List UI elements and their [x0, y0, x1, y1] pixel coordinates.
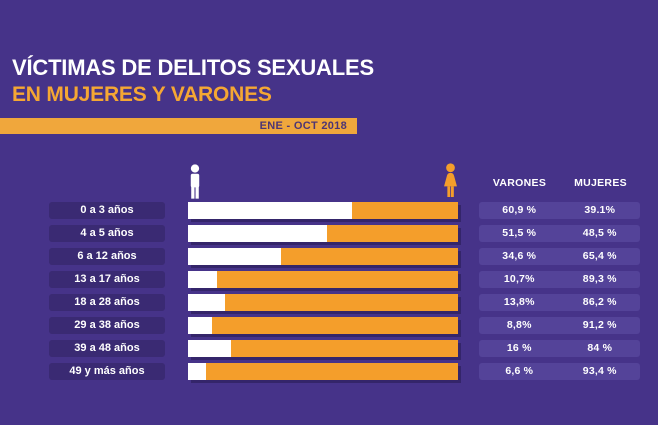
bar-segment-varones [188, 271, 217, 288]
period-banner: ENE - OCT 2018 [0, 118, 357, 134]
bar-segment-mujeres [216, 271, 458, 288]
value-pill: 6,6 % 93,4 % [479, 363, 640, 380]
varones-value: 16 % [506, 342, 532, 354]
chart-row: 39 a 48 años 16 % 84 % [0, 340, 658, 357]
chart-row: 18 a 28 años 13,8% 86,2 % [0, 294, 658, 311]
value-pill: 34,6 % 65,4 % [479, 248, 640, 265]
stacked-bar [188, 317, 458, 334]
male-figure-icon [186, 163, 204, 206]
page-title: VÍCTIMAS DE DELITOS SEXUALES [12, 55, 374, 80]
mujeres-value: 91,2 % [582, 319, 617, 331]
mujeres-value: 86,2 % [582, 296, 617, 308]
chart-row: 13 a 17 años 10,7% 89,3 % [0, 271, 658, 288]
stacked-bar [188, 271, 458, 288]
varones-value: 13,8% [503, 296, 535, 308]
stacked-bar [188, 363, 458, 380]
stacked-bar [188, 225, 458, 242]
column-header-varones: VARONES [492, 177, 547, 189]
chart-row: 4 a 5 años 51,5 % 48,5 % [0, 225, 658, 242]
varones-value: 10,7% [503, 273, 535, 285]
bar-segment-mujeres [205, 363, 458, 380]
stacked-bar [188, 294, 458, 311]
mujeres-value: 84 % [587, 342, 613, 354]
mujeres-value: 93,4 % [582, 365, 617, 377]
bar-segment-varones [188, 225, 328, 242]
varones-value: 60,9 % [502, 204, 537, 216]
mujeres-value: 89,3 % [582, 273, 617, 285]
value-pill: 16 % 84 % [479, 340, 640, 357]
chart-row: 0 a 3 años 60,9 % 39.1% [0, 202, 658, 219]
bar-segment-varones [188, 363, 206, 380]
varones-value: 8,8% [506, 319, 532, 331]
mujeres-value: 48,5 % [582, 227, 617, 239]
value-pill: 60,9 % 39.1% [479, 202, 640, 219]
page-subtitle: EN MUJERES Y VARONES [12, 83, 272, 106]
bar-segment-mujeres [281, 248, 458, 265]
stacked-bar [188, 340, 458, 357]
column-header-mujeres: MUJERES [574, 177, 627, 189]
stacked-bar [188, 202, 458, 219]
bar-segment-varones [188, 340, 232, 357]
bar-segment-varones [188, 317, 212, 334]
bar-segment-mujeres [211, 317, 458, 334]
chart-rows: 0 a 3 años 60,9 % 39.1% 4 a 5 años 51,5 % 48,… [0, 202, 658, 386]
mujeres-value: 39.1% [584, 204, 616, 216]
age-group-label: 4 a 5 años [49, 225, 165, 242]
bar-segment-varones [188, 202, 353, 219]
age-group-label: 29 a 38 años [49, 317, 165, 334]
value-pill: 51,5 % 48,5 % [479, 225, 640, 242]
age-group-label: 49 y más años [49, 363, 165, 380]
chart-row: 29 a 38 años 8,8% 91,2 % [0, 317, 658, 334]
age-group-label: 0 a 3 años [49, 202, 165, 219]
bar-segment-mujeres [327, 225, 458, 242]
varones-value: 51,5 % [502, 227, 537, 239]
mujeres-value: 65,4 % [582, 250, 617, 262]
female-figure-icon [441, 163, 460, 206]
value-pill: 13,8% 86,2 % [479, 294, 640, 311]
value-pill: 10,7% 89,3 % [479, 271, 640, 288]
bar-segment-varones [188, 294, 226, 311]
age-group-label: 39 a 48 años [49, 340, 165, 357]
bar-segment-mujeres [231, 340, 458, 357]
age-group-label: 6 a 12 años [49, 248, 165, 265]
bar-segment-mujeres [225, 294, 458, 311]
varones-value: 34,6 % [502, 250, 537, 262]
stacked-bar [188, 248, 458, 265]
age-group-label: 13 a 17 años [49, 271, 165, 288]
bar-segment-mujeres [352, 202, 458, 219]
chart-row: 6 a 12 años 34,6 % 65,4 % [0, 248, 658, 265]
varones-value: 6,6 % [505, 365, 534, 377]
bar-segment-varones [188, 248, 282, 265]
value-pill: 8,8% 91,2 % [479, 317, 640, 334]
age-group-label: 18 a 28 años [49, 294, 165, 311]
chart-row: 49 y más años 6,6 % 93,4 % [0, 363, 658, 380]
